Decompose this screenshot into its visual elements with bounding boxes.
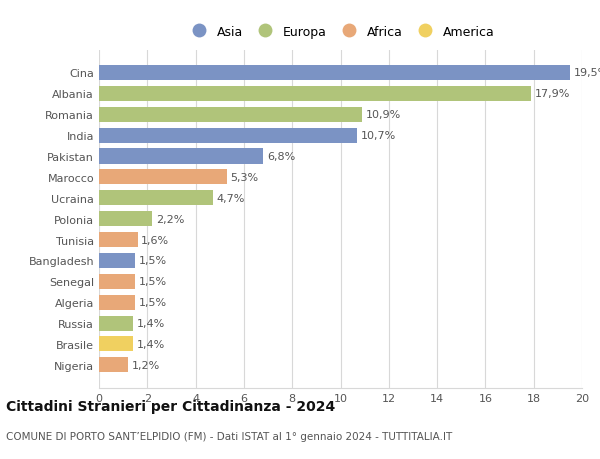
Bar [99, 212, 152, 227]
Bar [99, 274, 135, 289]
Bar [99, 66, 570, 81]
Legend: Asia, Europa, Africa, America: Asia, Europa, Africa, America [184, 23, 497, 41]
Text: 1,5%: 1,5% [139, 277, 167, 287]
Text: 2,2%: 2,2% [156, 214, 184, 224]
Text: 6,8%: 6,8% [267, 151, 295, 162]
Text: 10,9%: 10,9% [366, 110, 401, 120]
Bar [99, 295, 135, 310]
Bar [99, 87, 531, 101]
Bar [99, 253, 135, 269]
Bar [99, 316, 133, 331]
Text: 1,4%: 1,4% [136, 339, 164, 349]
Bar [99, 358, 128, 373]
Bar [99, 337, 133, 352]
Text: 1,2%: 1,2% [131, 360, 160, 370]
Bar [99, 129, 358, 143]
Text: Cittadini Stranieri per Cittadinanza - 2024: Cittadini Stranieri per Cittadinanza - 2… [6, 399, 335, 413]
Bar [99, 233, 137, 247]
Text: 10,7%: 10,7% [361, 131, 396, 141]
Text: 5,3%: 5,3% [230, 173, 259, 183]
Bar [99, 191, 212, 206]
Text: 1,6%: 1,6% [141, 235, 169, 245]
Text: 1,4%: 1,4% [136, 319, 164, 328]
Bar [99, 170, 227, 185]
Bar [99, 107, 362, 123]
Bar [99, 149, 263, 164]
Text: 19,5%: 19,5% [574, 68, 600, 78]
Text: 1,5%: 1,5% [139, 256, 167, 266]
Text: 1,5%: 1,5% [139, 297, 167, 308]
Text: COMUNE DI PORTO SANT’ELPIDIO (FM) - Dati ISTAT al 1° gennaio 2024 - TUTTITALIA.I: COMUNE DI PORTO SANT’ELPIDIO (FM) - Dati… [6, 431, 452, 442]
Text: 17,9%: 17,9% [535, 89, 570, 99]
Text: 4,7%: 4,7% [216, 193, 245, 203]
